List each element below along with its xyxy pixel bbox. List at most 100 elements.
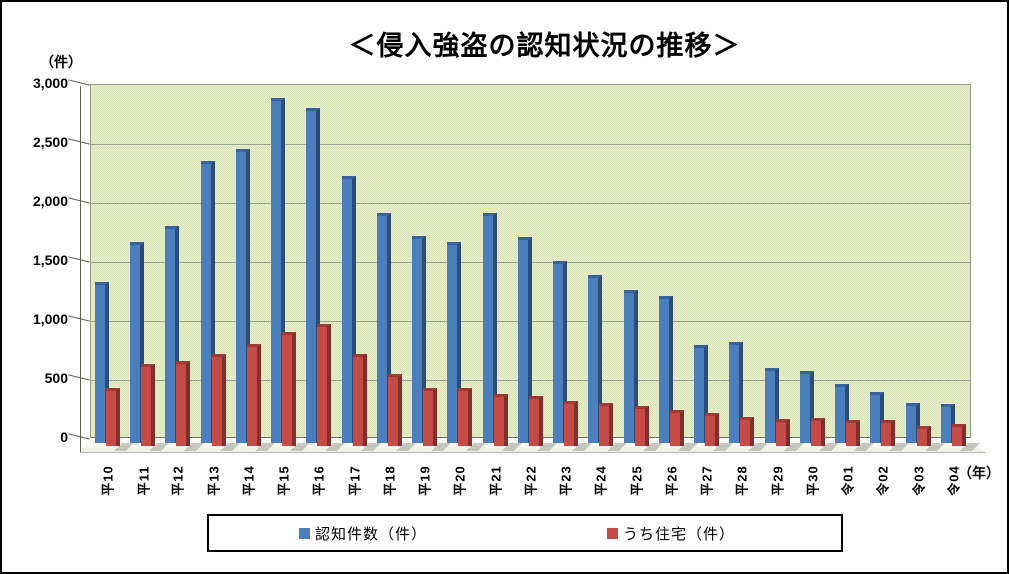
bar-residential <box>458 388 472 446</box>
bar-total-cases <box>659 296 673 443</box>
legend: 認知件数（件） うち住宅（件） <box>207 514 843 552</box>
y-tick-label: 500 <box>44 370 68 386</box>
bar-residential <box>282 332 296 446</box>
bar-total-cases <box>165 226 179 443</box>
bar-residential <box>599 403 613 446</box>
x-tick-label: 令01 <box>841 464 856 496</box>
y-tick-mark <box>68 197 90 204</box>
y-tick-label: 3,000 <box>32 75 68 91</box>
bar-residential <box>317 324 331 446</box>
x-tick-label: 平27 <box>700 464 715 496</box>
bar-total-cases <box>694 345 708 443</box>
bar-total-cases <box>236 149 250 443</box>
x-tick-label: 平20 <box>453 464 468 496</box>
bar-total-cases <box>553 261 567 443</box>
legend-label-residential: うち住宅（件） <box>623 525 736 543</box>
y-axis-unit-label: （件） <box>40 54 82 70</box>
bar-total-cases <box>624 290 638 443</box>
legend-item-residential: うち住宅（件） <box>607 516 735 550</box>
bar-residential <box>740 417 754 446</box>
bar-residential <box>353 354 367 446</box>
y-tick-mark <box>68 79 90 86</box>
x-tick-label: 平11 <box>136 465 151 495</box>
y-tick-label: 1,500 <box>32 252 68 268</box>
y-tick-label: 0 <box>60 429 68 445</box>
legend-label-cases: 認知件数（件） <box>315 525 428 543</box>
x-tick-label: 平12 <box>171 464 186 496</box>
bar-total-cases <box>941 404 955 443</box>
bar-residential <box>388 374 402 446</box>
x-tick-label: 平13 <box>207 464 222 496</box>
bar-total-cases <box>201 161 215 443</box>
bar-residential <box>635 406 649 446</box>
bar-total-cases <box>306 108 320 443</box>
chart-3d-floor-edge <box>80 452 985 453</box>
bar-residential <box>776 419 790 446</box>
y-tick-mark <box>68 433 90 440</box>
bar-residential <box>423 388 437 446</box>
x-tick-label: 平15 <box>277 464 292 496</box>
x-tick-label: 平28 <box>735 464 750 496</box>
x-tick-label: 平17 <box>348 464 363 496</box>
bar-total-cases <box>870 392 884 443</box>
legend-item-cases: 認知件数（件） <box>299 516 427 550</box>
x-tick-label: 平23 <box>559 464 574 496</box>
x-tick-label: 平19 <box>418 464 433 496</box>
bar-total-cases <box>483 213 497 443</box>
bar-total-cases <box>447 242 461 443</box>
gridline <box>91 144 970 145</box>
bar-residential <box>705 413 719 446</box>
y-tick-mark <box>68 256 90 263</box>
bar-total-cases <box>765 368 779 443</box>
bar-total-cases <box>906 403 920 443</box>
x-tick-label: 平22 <box>524 464 539 496</box>
x-tick-label: 平21 <box>489 464 504 496</box>
x-tick-label: 平26 <box>665 464 680 496</box>
bar-total-cases <box>95 282 109 443</box>
x-tick-label: 平30 <box>806 464 821 496</box>
y-tick-label: 2,000 <box>32 193 68 209</box>
bar-residential <box>881 420 895 446</box>
bar-residential <box>670 410 684 446</box>
x-tick-label: 平14 <box>242 464 257 496</box>
bar-residential <box>141 364 155 446</box>
bars-layer <box>90 84 980 451</box>
x-tick-label: 平25 <box>630 464 645 496</box>
y-tick-label: 1,000 <box>32 311 68 327</box>
bar-residential <box>564 401 578 446</box>
bar-total-cases <box>588 275 602 443</box>
bar-residential <box>176 361 190 446</box>
bar-total-cases <box>377 213 391 443</box>
bar-residential <box>106 388 120 446</box>
x-tick-label: 平16 <box>312 464 327 496</box>
bar-total-cases <box>518 237 532 443</box>
bar-total-cases <box>835 384 849 443</box>
y-tick-label: 2,500 <box>32 134 68 150</box>
y-tick-mark <box>68 315 90 322</box>
bar-total-cases <box>729 342 743 443</box>
y-tick-mark <box>68 374 90 381</box>
x-tick-label: 平18 <box>383 464 398 496</box>
y-axis-line <box>80 86 81 452</box>
bar-residential <box>952 424 966 446</box>
x-tick-label: 平24 <box>594 464 609 496</box>
bar-residential <box>811 418 825 446</box>
legend-swatch-blue <box>299 527 310 539</box>
bar-residential <box>917 426 931 446</box>
x-axis-unit-label: （年） <box>958 465 1000 481</box>
y-tick-mark <box>68 138 90 145</box>
x-axis-labels: 平10 平11 平12 平13 平14 平15 平16 平17 平18 平19 平20 平21 平22 平… <box>90 454 971 506</box>
x-tick-label: 令02 <box>876 464 891 496</box>
x-tick-label: 平10 <box>101 464 116 496</box>
x-tick-label: 令03 <box>912 464 927 496</box>
bar-total-cases <box>271 98 285 443</box>
gridline <box>91 203 970 204</box>
bar-residential <box>846 420 860 446</box>
bar-residential <box>212 354 226 446</box>
bar-total-cases <box>130 242 144 443</box>
bar-residential <box>529 396 543 446</box>
bar-total-cases <box>412 236 426 443</box>
bar-residential <box>494 394 508 446</box>
bar-total-cases <box>800 371 814 443</box>
